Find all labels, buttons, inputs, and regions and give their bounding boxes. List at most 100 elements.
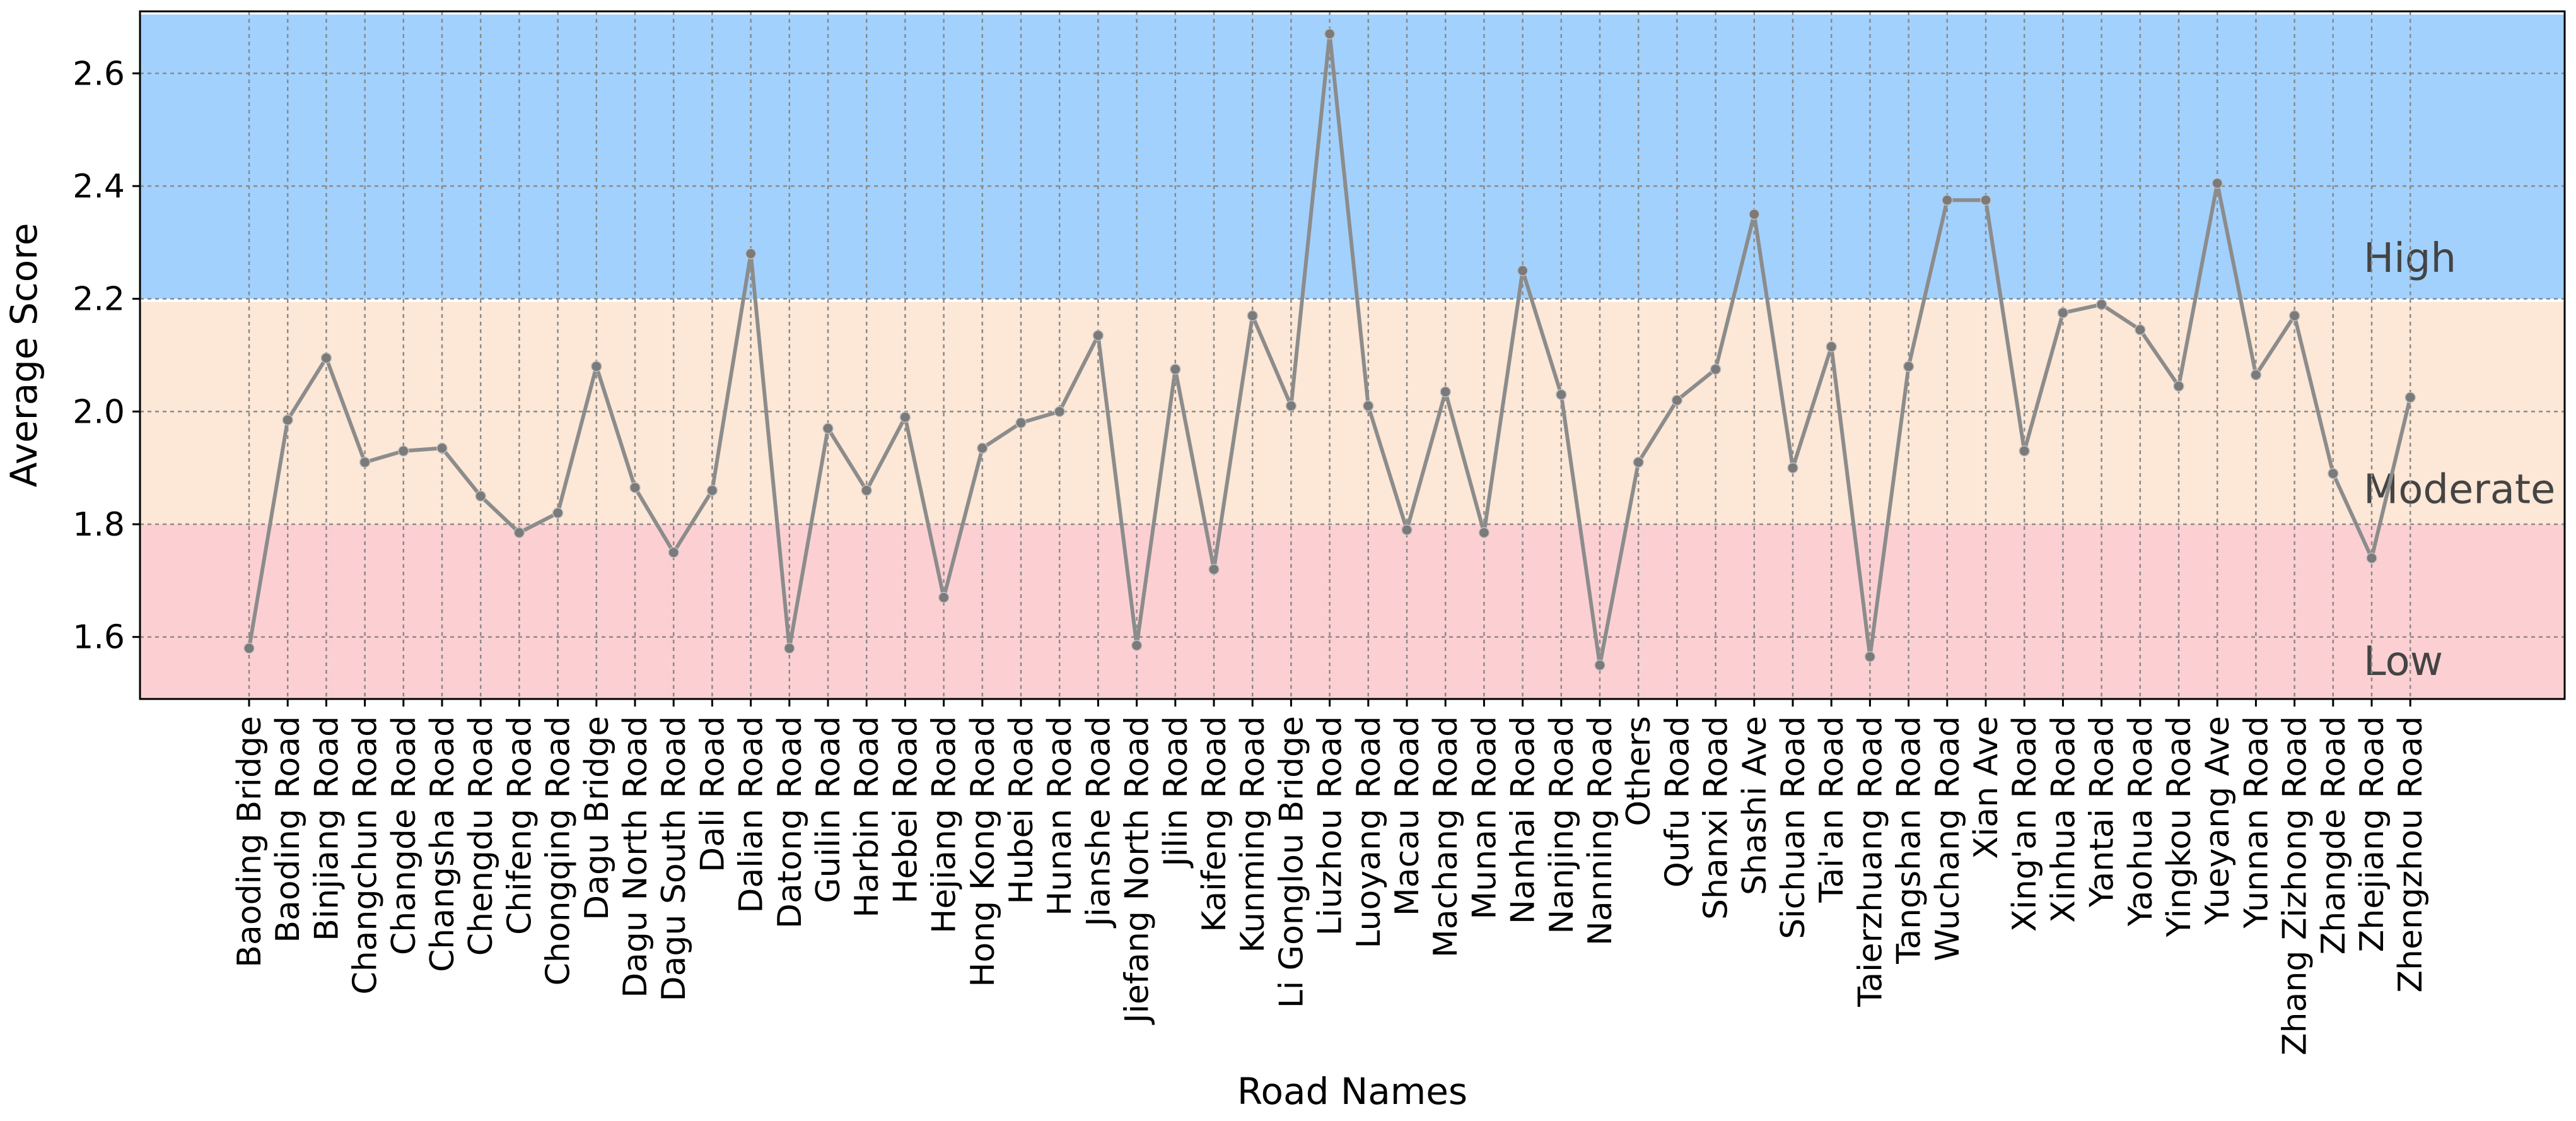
data-point xyxy=(1903,361,1915,372)
x-tick-label: Sichuan Road xyxy=(1775,716,1812,939)
x-tick-label: Hebei Road xyxy=(887,716,924,904)
x-tick-label: Tai'an Road xyxy=(1813,716,1851,903)
x-tick-label: Changchun Road xyxy=(347,716,385,995)
data-point xyxy=(745,248,757,259)
grid-lines xyxy=(140,11,2565,699)
data-point xyxy=(282,414,293,426)
data-point xyxy=(2404,392,2416,403)
data-point xyxy=(1208,563,1220,575)
x-tick-label: Dagu South Road xyxy=(655,716,693,1002)
data-point xyxy=(320,352,332,364)
score-bands xyxy=(140,15,2565,699)
data-point xyxy=(243,642,255,654)
x-tick-label: Baoding Bridge xyxy=(231,716,269,968)
x-tick-label: Jiefang North Road xyxy=(1119,716,1157,1025)
x-axis-ticks: Baoding Bridge Baoding Road Binjiang Road C… xyxy=(231,699,2430,1055)
x-tick-label: Datong Road xyxy=(771,716,809,929)
x-tick-label: Nanjing Road xyxy=(1543,716,1581,934)
data-point xyxy=(784,642,795,654)
x-tick-label: Xinhua Road xyxy=(2044,716,2082,923)
data-point xyxy=(668,546,679,558)
x-axis-title: Road Names xyxy=(1237,1070,1467,1113)
x-tick-label: Machang Road xyxy=(1427,716,1465,958)
x-tick-label: Jianshe Road xyxy=(1080,716,1117,929)
data-point xyxy=(1633,457,1644,468)
x-tick-label: Jilin Road xyxy=(1157,716,1195,869)
data-point xyxy=(1787,462,1798,474)
data-point xyxy=(1015,417,1027,428)
data-point xyxy=(2095,298,2107,310)
data-point xyxy=(552,507,564,519)
data-point xyxy=(2288,310,2300,322)
x-tick-label: Changde Road xyxy=(385,716,423,955)
data-point xyxy=(1324,28,1336,40)
data-point xyxy=(938,592,950,603)
x-tick-label: Qufu Road xyxy=(1658,716,1696,888)
band-low xyxy=(140,524,2565,699)
data-point xyxy=(1556,389,1567,401)
x-tick-label: Chengdu Road xyxy=(462,716,500,956)
data-point xyxy=(2173,380,2184,392)
x-tick-label: Zhang Zizhong Road xyxy=(2276,716,2314,1055)
x-tick-label: Taierzhuang Road xyxy=(1851,716,1889,1007)
band-label-high: High xyxy=(2363,235,2456,282)
data-point xyxy=(1942,194,1953,206)
x-tick-label: Others xyxy=(1620,716,1658,826)
band-label-low: Low xyxy=(2363,638,2443,685)
data-point xyxy=(2057,307,2069,319)
x-tick-label: Dagu North Road xyxy=(617,716,655,998)
y-tick-label: 2.2 xyxy=(73,281,125,319)
x-tick-label: Yunnan Road xyxy=(2237,716,2275,929)
x-tick-label: Dagu Bridge xyxy=(578,716,616,920)
x-tick-label: Tangshan Road xyxy=(1891,716,1928,965)
band-moderate xyxy=(140,302,2565,525)
data-point xyxy=(436,442,448,454)
data-point xyxy=(1440,386,1451,397)
data-point xyxy=(1749,208,1760,220)
x-tick-label: Baoding Road xyxy=(269,716,307,943)
data-point xyxy=(1401,524,1413,536)
data-point xyxy=(1594,659,1606,671)
x-tick-label: Yingkou Road xyxy=(2160,716,2198,937)
data-point xyxy=(2212,177,2223,189)
data-point xyxy=(2135,324,2146,336)
data-point xyxy=(398,445,409,457)
data-point xyxy=(475,490,486,502)
data-point xyxy=(359,457,371,468)
x-tick-label: Zhejiang Road xyxy=(2353,716,2391,952)
x-tick-label: Kaifeng Road xyxy=(1196,716,1233,932)
x-tick-label: Macau Road xyxy=(1389,716,1426,916)
data-point xyxy=(977,442,988,454)
x-tick-label: Luoyang Road xyxy=(1350,716,1388,948)
y-tick-label: 2.6 xyxy=(73,55,125,93)
y-tick-label: 1.6 xyxy=(73,619,125,657)
y-axis-ticks: 1.6 1.8 2.0 2.2 2.4 2.6 xyxy=(73,55,140,657)
data-point xyxy=(1285,400,1297,412)
x-tick-label: Li Gonglou Bridge xyxy=(1273,716,1310,1008)
x-tick-label: Changsha Road xyxy=(424,716,462,972)
x-tick-label: Dalian Road xyxy=(733,716,771,913)
x-tick-label: Nanhai Road xyxy=(1505,716,1542,924)
y-tick-label: 2.4 xyxy=(73,168,125,206)
data-point xyxy=(706,484,718,496)
x-tick-label: Dali Road xyxy=(694,716,731,872)
x-tick-label: Guilin Road xyxy=(810,716,848,903)
x-tick-label: Shanxi Road xyxy=(1698,716,1735,920)
x-tick-label: Liuzhou Road xyxy=(1312,716,1349,936)
x-tick-label: Hubei Road xyxy=(1003,716,1040,905)
x-tick-label: Zhangde Road xyxy=(2315,716,2353,954)
data-point xyxy=(513,527,525,539)
data-point xyxy=(1671,394,1683,406)
x-tick-label: Hejiang Road xyxy=(926,716,964,934)
data-point xyxy=(1170,363,1181,375)
y-tick-label: 1.8 xyxy=(73,506,125,544)
x-tick-label: Munan Road xyxy=(1466,716,1503,920)
data-point xyxy=(1478,527,1490,539)
data-point xyxy=(1131,640,1143,651)
data-point xyxy=(899,411,911,423)
series-group xyxy=(243,28,2416,671)
x-tick-label: Chongqing Road xyxy=(540,716,578,985)
y-axis-title: Average Score xyxy=(3,223,45,487)
x-tick-label: Xing'an Road xyxy=(2006,716,2044,932)
